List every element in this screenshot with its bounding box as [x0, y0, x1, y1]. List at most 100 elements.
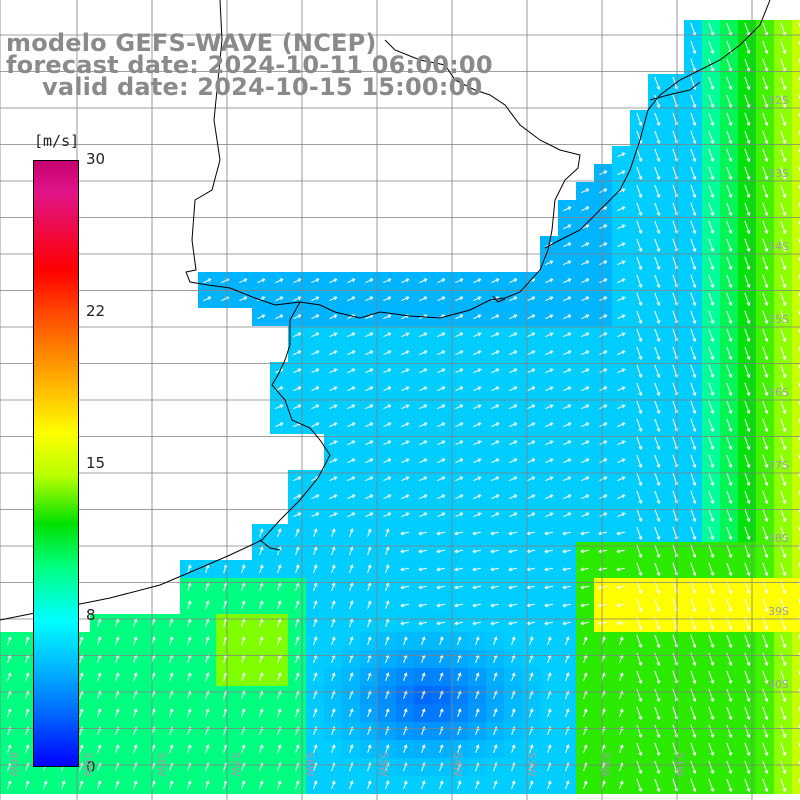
wind-arrow-head [115, 708, 120, 713]
wind-arrow-head [764, 590, 769, 594]
wind-arrow-head [746, 320, 751, 324]
coastline [492, 295, 506, 303]
wind-arrow [527, 404, 535, 410]
wind-arrow [563, 422, 571, 428]
wind-arrow [636, 112, 642, 126]
wind-arrow [383, 314, 391, 320]
wind-arrow [509, 458, 517, 464]
wind-arrow-head [621, 278, 626, 283]
wind-arrow [726, 148, 732, 162]
wind-arrow-head [585, 404, 590, 409]
wind-arrow-head [151, 780, 156, 785]
wind-arrow-head [710, 662, 715, 666]
wind-arrow [455, 422, 463, 428]
wind-arrow [780, 778, 786, 792]
wind-arrow [383, 296, 391, 302]
wind-arrow [545, 549, 553, 553]
wind-arrow-head [656, 104, 661, 108]
wind-arrow [654, 670, 660, 684]
wind-arrow [545, 440, 553, 446]
wind-arrow [563, 404, 571, 410]
wind-arrow-head [782, 302, 787, 306]
wind-arrow [617, 386, 625, 392]
wind-arrow-head [495, 350, 500, 355]
wind-arrow-head [638, 464, 643, 468]
wind-arrow [599, 170, 607, 176]
wind-arrow [7, 709, 11, 717]
wind-arrow-head [544, 585, 548, 590]
wind-arrow [708, 256, 714, 270]
wind-arrow [690, 382, 696, 396]
wind-arrow [419, 296, 427, 302]
wind-arrow-head [493, 672, 498, 677]
wind-arrow-head [621, 350, 626, 355]
wind-arrow-head [728, 176, 733, 180]
wind-arrow [672, 292, 678, 306]
wind-arrow-head [405, 278, 410, 283]
wind-arrow-head [331, 744, 336, 749]
wind-arrow [383, 350, 391, 356]
wind-arrow-head [580, 603, 584, 608]
wind-arrow-head [638, 338, 643, 342]
colorbar-tick-22: 22 [86, 302, 106, 320]
wind-arrow-head [349, 600, 354, 605]
wind-arrow [726, 76, 732, 90]
wind-arrow [672, 310, 678, 324]
wind-arrow [419, 549, 427, 553]
wind-arrow [690, 202, 696, 216]
wind-arrow-head [97, 690, 102, 695]
wind-arrow-head [638, 122, 643, 126]
wind-arrow [223, 745, 227, 753]
wind-arrow [311, 368, 319, 374]
wind-arrow-head [616, 603, 620, 608]
wind-arrow [636, 508, 642, 522]
wind-arrow [293, 350, 301, 356]
wind-arrow [367, 619, 371, 627]
wind-arrow [726, 634, 732, 648]
coastline [649, 81, 701, 101]
wind-arrow [617, 206, 625, 212]
wind-arrow [708, 166, 714, 180]
wind-arrow [744, 166, 750, 180]
wind-arrow [762, 76, 768, 90]
wind-arrow-head [367, 528, 372, 533]
wind-arrow [277, 583, 281, 591]
wind-arrow [511, 673, 515, 681]
wind-arrow [313, 601, 317, 609]
wind-arrow-head [764, 284, 769, 288]
wind-arrow [329, 314, 337, 320]
wind-arrow-head [585, 188, 590, 193]
wind-arrow-head [621, 242, 626, 247]
wind-arrow-head [728, 248, 733, 252]
wind-arrow-head [403, 636, 408, 641]
wind-arrow [383, 476, 391, 482]
wind-arrow-head [418, 531, 422, 536]
wind-arrow-head [277, 690, 282, 695]
wind-arrow-head [764, 770, 769, 774]
wind-arrow-head [692, 590, 697, 594]
wind-arrow-head [454, 621, 458, 626]
wind-arrow-head [351, 368, 356, 373]
wind-arrow-head [710, 464, 715, 468]
wind-arrow-head [531, 368, 536, 373]
wind-arrow-head [349, 708, 354, 713]
wind-arrow [690, 40, 696, 54]
wind-arrow-head [601, 636, 606, 641]
colorbar-tick-30: 30 [86, 150, 106, 168]
wind-arrow-head [728, 788, 733, 792]
wind-arrow [295, 763, 299, 771]
wind-arrow-head [207, 296, 212, 301]
wind-arrow [690, 472, 696, 486]
wind-arrow [726, 166, 732, 180]
wind-arrow-head [421, 744, 426, 749]
wind-arrow-head [782, 140, 787, 144]
wind-arrow [419, 458, 427, 464]
wind-arrow [169, 709, 173, 717]
wind-arrow-head [333, 512, 338, 517]
wind-arrow [115, 637, 119, 645]
wind-arrow [780, 58, 786, 72]
wind-arrow [329, 458, 337, 464]
wind-arrow [367, 673, 371, 681]
wind-arrow [581, 476, 589, 482]
wind-arrow-head [638, 284, 643, 288]
